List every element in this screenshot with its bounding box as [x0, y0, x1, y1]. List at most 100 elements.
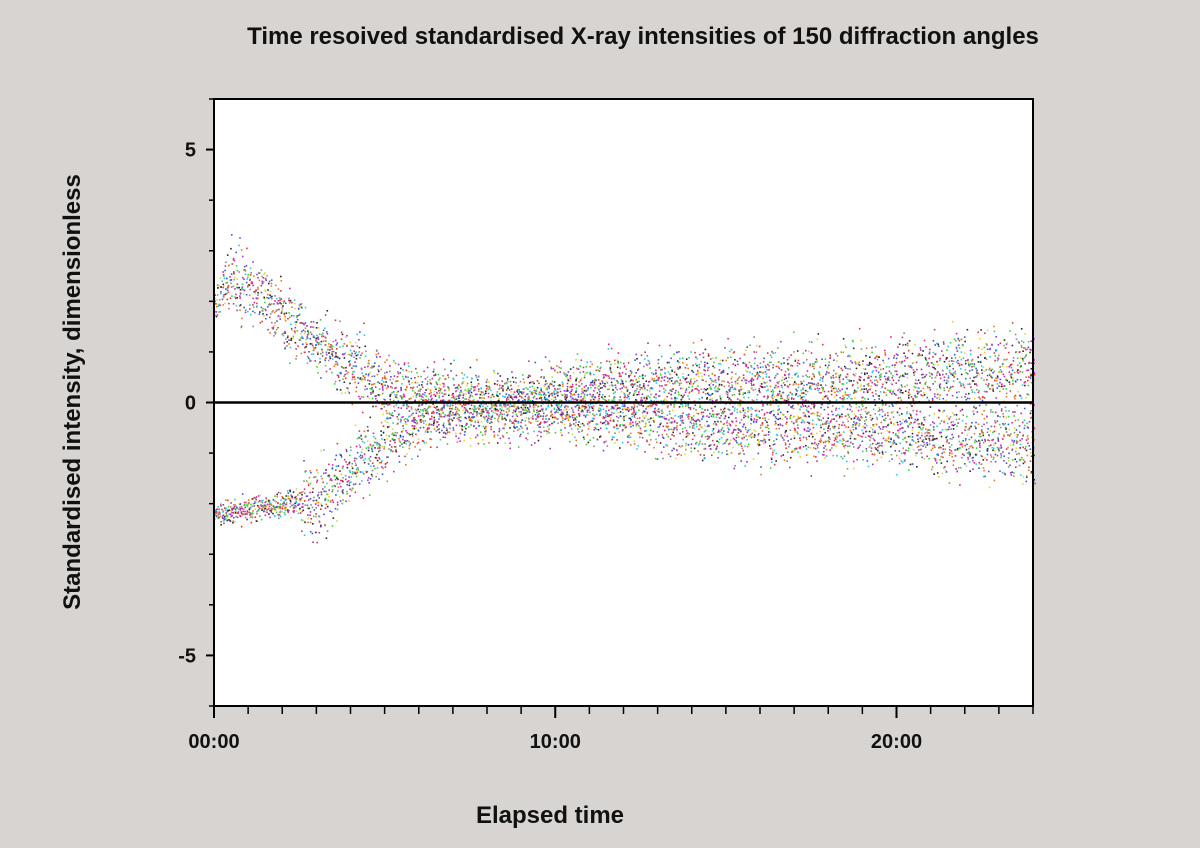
data-point: [306, 325, 308, 327]
data-point: [280, 312, 283, 314]
data-point: [608, 388, 610, 391]
data-point: [583, 405, 585, 408]
data-point: [499, 437, 502, 440]
data-point: [496, 380, 499, 382]
data-point: [301, 330, 303, 333]
data-point: [344, 478, 347, 481]
data-point: [307, 482, 310, 484]
data-point: [214, 294, 216, 296]
data-point: [768, 418, 770, 420]
data-point: [753, 429, 755, 432]
data-point: [509, 403, 512, 405]
data-point: [479, 413, 481, 415]
data-point: [589, 411, 591, 414]
data-point: [354, 491, 357, 494]
data-point: [763, 414, 766, 417]
data-point: [317, 494, 319, 496]
data-point: [264, 290, 267, 293]
data-point: [740, 460, 742, 462]
data-point: [383, 406, 386, 408]
data-point: [514, 418, 516, 421]
data-point: [428, 427, 430, 430]
data-point: [769, 411, 772, 414]
data-point: [245, 293, 248, 296]
data-point: [741, 379, 743, 382]
data-point: [737, 432, 740, 434]
data-point: [293, 299, 296, 301]
data-point: [553, 407, 556, 410]
data-point: [758, 374, 760, 377]
data-point: [265, 497, 267, 499]
data-point: [368, 457, 370, 460]
data-point: [521, 419, 523, 421]
data-point: [739, 399, 741, 402]
data-point: [236, 286, 238, 289]
data-point: [551, 413, 553, 416]
data-point: [589, 373, 592, 375]
data-point: [386, 480, 388, 483]
data-point: [262, 504, 264, 507]
data-point: [738, 390, 741, 393]
data-point: [713, 444, 715, 446]
data-point: [309, 498, 312, 500]
data-point: [268, 282, 270, 285]
data-point: [622, 385, 625, 387]
data-point: [258, 507, 261, 510]
data-point: [436, 446, 438, 449]
data-point: [723, 407, 726, 410]
data-point: [728, 443, 730, 445]
data-point: [299, 507, 301, 510]
data-point: [412, 419, 415, 422]
data-point: [488, 412, 490, 414]
data-point: [534, 404, 537, 406]
data-point: [496, 419, 499, 421]
data-point: [780, 384, 783, 387]
data-point: [420, 395, 423, 397]
data-point: [335, 354, 337, 356]
data-point: [633, 443, 636, 445]
data-point: [350, 489, 353, 492]
data-point: [715, 399, 717, 402]
data-point: [699, 440, 701, 443]
data-point: [272, 326, 275, 329]
data-point: [657, 362, 660, 365]
data-point: [651, 378, 653, 381]
data-point: [438, 418, 440, 420]
data-point: [284, 513, 286, 516]
data-point: [427, 413, 429, 415]
data-point: [251, 514, 253, 517]
data-point: [444, 368, 446, 371]
data-point: [350, 476, 353, 478]
data-point: [711, 413, 714, 416]
data-point: [526, 410, 529, 412]
data-point: [766, 411, 768, 414]
data-point: [301, 530, 303, 532]
data-point: [268, 499, 270, 502]
data-point: [625, 368, 627, 370]
data-point: [711, 410, 714, 412]
data-point: [505, 399, 508, 402]
data-point: [242, 288, 244, 291]
data-point: [257, 294, 259, 296]
data-point: [288, 498, 291, 500]
data-point: [272, 328, 274, 330]
data-point: [772, 366, 774, 369]
data-point: [662, 425, 665, 428]
data-point: [443, 405, 445, 408]
data-point: [540, 431, 542, 434]
data-point: [567, 432, 570, 434]
data-point: [473, 416, 476, 418]
data-point: [609, 369, 612, 371]
data-point: [577, 393, 580, 396]
data-point: [260, 291, 263, 294]
data-point: [759, 375, 762, 378]
data-point: [335, 360, 337, 363]
data-point: [682, 431, 684, 433]
data-point: [459, 394, 462, 397]
data-point: [454, 398, 456, 401]
data-point: [307, 333, 310, 335]
data-point: [612, 420, 615, 422]
data-point: [426, 411, 429, 413]
data-point: [429, 391, 432, 393]
data-point: [766, 397, 769, 400]
